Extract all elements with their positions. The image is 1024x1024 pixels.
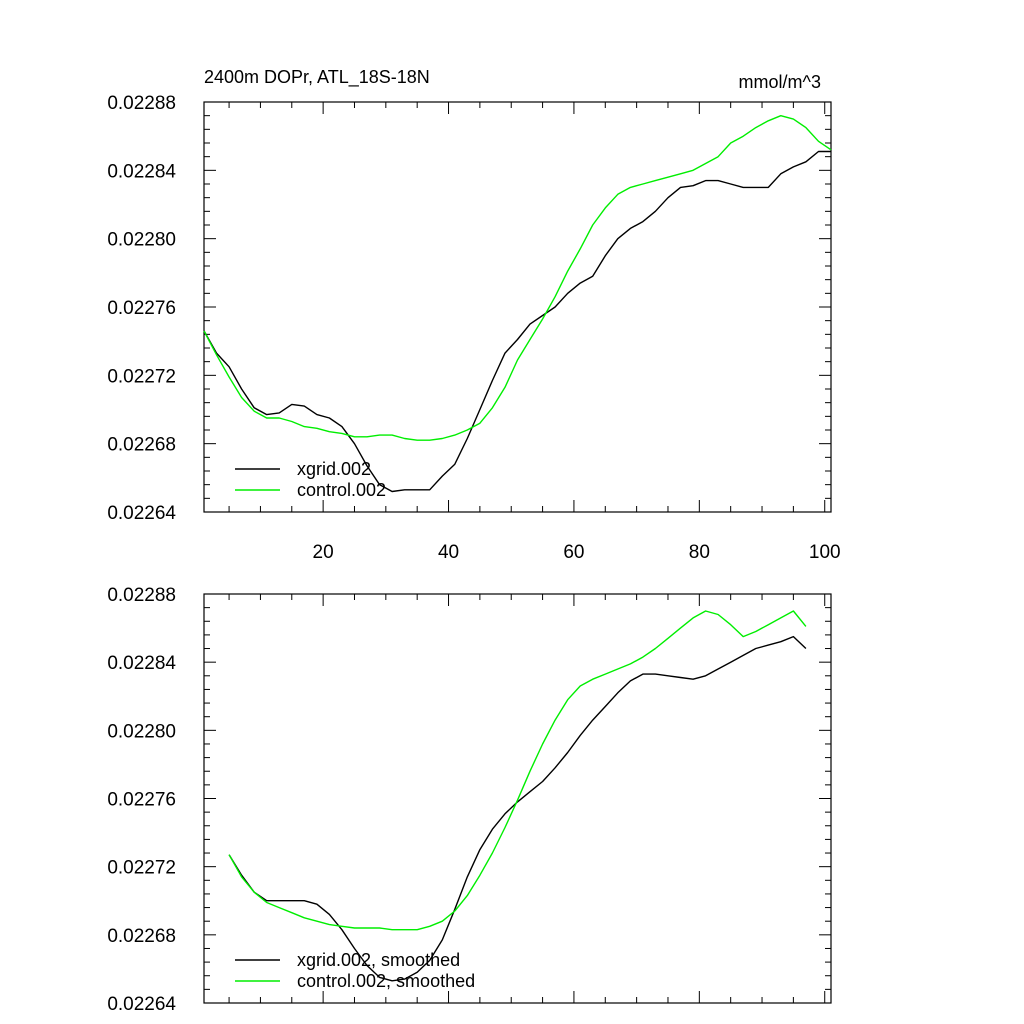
top-panel: 0.02264 0.02268 0.02272 0.02276 0.02280 0.022… bbox=[107, 67, 840, 563]
y-tick-label: 0.02276 bbox=[107, 790, 176, 811]
bottom-panel: 0.02264 0.02268 0.02272 0.02276 0.02280 0.022… bbox=[107, 585, 832, 1015]
y-tick-label: 0.02268 bbox=[107, 926, 176, 947]
series-line-control bbox=[203, 115, 832, 441]
series-line-control bbox=[228, 610, 807, 931]
y-tick-label: 0.02288 bbox=[107, 585, 176, 606]
y-tick-label: 0.02284 bbox=[107, 653, 176, 674]
chart-title: 2400m DOPr, ATL_18S-18N bbox=[204, 67, 430, 88]
y-tick-label: 0.02280 bbox=[107, 230, 176, 251]
units-label: mmol/m^3 bbox=[739, 72, 821, 92]
y-tick-label: 0.02272 bbox=[107, 366, 176, 387]
x-tick-label: 20 bbox=[313, 542, 334, 563]
y-tick-label: 0.02272 bbox=[107, 858, 176, 879]
y-tick-label: 0.02264 bbox=[107, 994, 176, 1015]
legend-label: xgrid.002, smoothed bbox=[297, 950, 460, 970]
x-tick-label: 40 bbox=[438, 542, 459, 563]
legend-label: control.002 bbox=[297, 480, 386, 500]
y-tick-label: 0.02264 bbox=[107, 503, 176, 524]
y-tick-label: 0.02288 bbox=[107, 93, 176, 114]
series-line-xgrid bbox=[203, 150, 831, 493]
series-line-xgrid bbox=[228, 635, 807, 982]
y-tick-label: 0.02276 bbox=[107, 298, 176, 319]
y-tick-label: 0.02280 bbox=[107, 721, 176, 742]
legend-label: xgrid.002 bbox=[297, 459, 371, 479]
x-tick-label: 60 bbox=[563, 542, 584, 563]
y-tick-label: 0.02268 bbox=[107, 435, 176, 456]
x-tick-label: 80 bbox=[689, 542, 710, 563]
x-tick-label: 100 bbox=[809, 542, 841, 563]
y-tick-label: 0.02284 bbox=[107, 161, 176, 182]
plot-frame bbox=[203, 101, 832, 513]
legend-label: control.002, smoothed bbox=[297, 971, 475, 991]
